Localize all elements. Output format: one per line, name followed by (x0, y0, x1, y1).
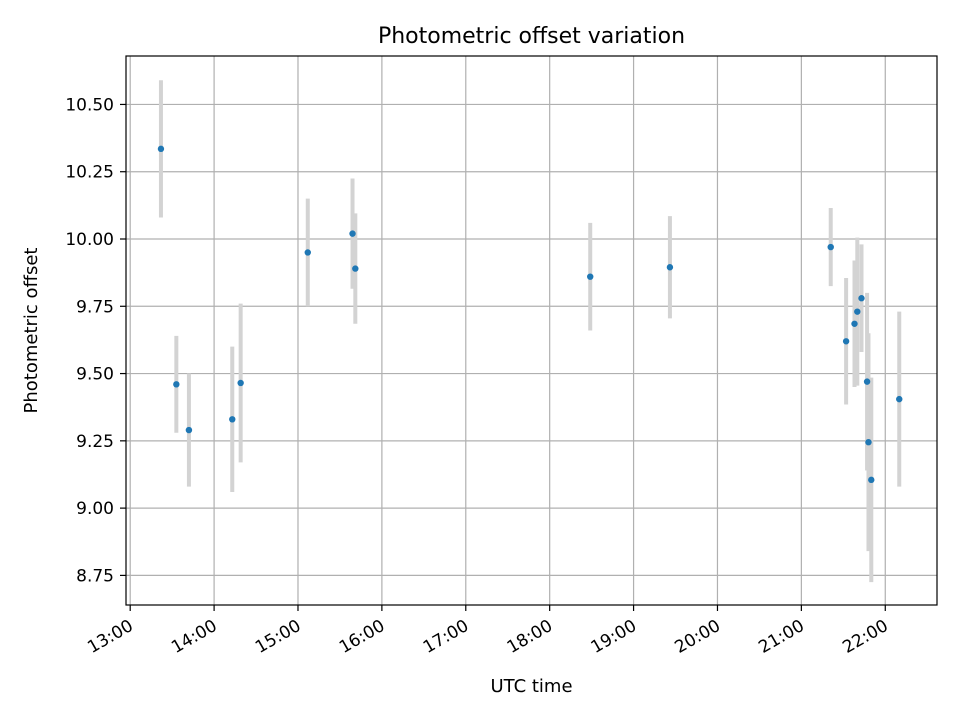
plot-frame (125, 55, 938, 606)
y-axis-label: Photometric offset (21, 248, 42, 414)
data-point (865, 438, 872, 446)
y-tick-label: 10.25 (65, 163, 114, 183)
data-point (851, 320, 858, 327)
y-tick-label: 10.00 (65, 230, 114, 250)
data-point (173, 381, 180, 388)
data-point (868, 476, 875, 484)
data-point (157, 145, 165, 153)
y-tick-label: 9.25 (76, 432, 114, 452)
data-point (185, 426, 193, 434)
data-point (896, 395, 903, 403)
grid (126, 56, 937, 605)
data-point (854, 308, 861, 315)
data-point (842, 338, 850, 345)
chart-title: Photometric offset variation (378, 24, 685, 49)
y-tick-label: 9.00 (76, 499, 114, 519)
x-axis-label: UTC time (490, 676, 572, 697)
data-point (229, 416, 236, 423)
data-point (304, 249, 311, 256)
data-point (666, 264, 674, 271)
data-point (587, 273, 594, 280)
data-point (863, 378, 871, 385)
data-point (237, 379, 244, 387)
data-point (349, 230, 356, 237)
data-point (858, 295, 865, 302)
data-points (157, 145, 903, 484)
data-point (827, 243, 834, 251)
y-axis-ticks: 8.75 9.00 9.25 9.50 9.75 10.00 10.25 10.50 (65, 95, 126, 586)
y-tick-label: 8.75 (76, 566, 114, 586)
y-tick-label: 10.50 (65, 95, 114, 115)
y-tick-label: 9.75 (76, 297, 114, 317)
data-point (352, 265, 359, 272)
y-tick-label: 9.50 (76, 365, 114, 385)
